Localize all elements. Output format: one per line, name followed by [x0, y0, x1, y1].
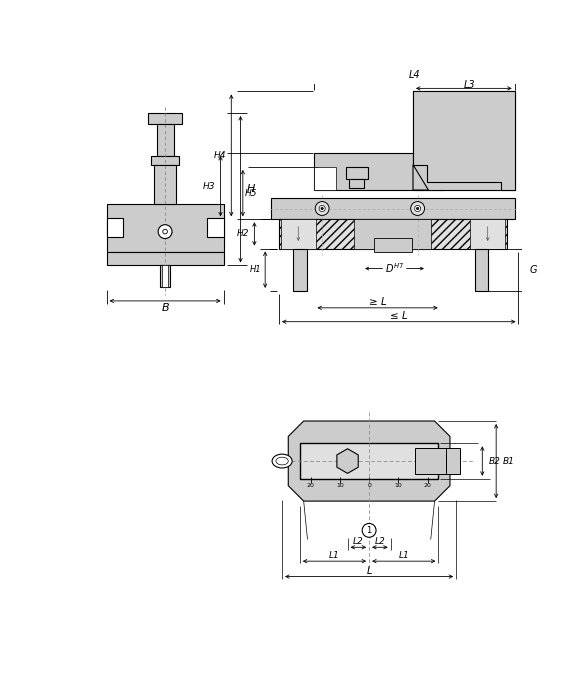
Polygon shape [413, 91, 514, 190]
Bar [314, 153, 444, 190]
Text: H5: H5 [244, 188, 257, 198]
Bar [107, 251, 223, 265]
Bar [157, 124, 173, 156]
Bar [300, 443, 438, 479]
Bar [154, 165, 176, 204]
Text: ≥ L: ≥ L [369, 297, 386, 307]
Polygon shape [413, 165, 428, 190]
Text: B2: B2 [488, 456, 501, 466]
Bar [107, 218, 123, 237]
Text: L2: L2 [375, 537, 385, 547]
Polygon shape [288, 421, 450, 501]
Bar [446, 448, 460, 474]
Polygon shape [337, 449, 359, 473]
Text: H3: H3 [203, 181, 215, 191]
Bar [314, 167, 336, 190]
Bar [279, 219, 507, 248]
Bar [470, 219, 505, 248]
Circle shape [411, 202, 424, 216]
Text: L4: L4 [409, 70, 420, 80]
Bar [271, 198, 514, 219]
Ellipse shape [276, 457, 288, 465]
Bar [346, 167, 368, 179]
Text: $D^{H7}$: $D^{H7}$ [385, 262, 404, 276]
Text: L1: L1 [329, 551, 340, 560]
Circle shape [321, 207, 323, 209]
Bar [354, 219, 431, 248]
Bar [207, 218, 223, 237]
Bar [148, 113, 182, 124]
Text: H4: H4 [214, 151, 226, 160]
Bar [474, 248, 488, 291]
Text: 1: 1 [367, 526, 372, 535]
Text: 0: 0 [367, 483, 371, 488]
Circle shape [362, 524, 376, 537]
Text: G: G [530, 265, 538, 275]
Text: L1: L1 [399, 551, 409, 560]
Bar [416, 448, 446, 474]
Ellipse shape [272, 454, 292, 468]
Bar [151, 156, 179, 165]
Text: L3: L3 [464, 80, 476, 90]
Circle shape [417, 207, 419, 209]
Bar [374, 238, 412, 251]
Text: ≤ L: ≤ L [390, 311, 407, 321]
Circle shape [158, 225, 172, 239]
Bar [293, 248, 307, 291]
Circle shape [315, 202, 329, 216]
Bar [159, 265, 171, 287]
Text: H2: H2 [236, 230, 249, 239]
Text: 10: 10 [395, 483, 402, 488]
Text: B1: B1 [502, 456, 514, 466]
Circle shape [414, 205, 421, 211]
Text: B: B [161, 303, 169, 313]
Circle shape [319, 205, 325, 211]
Text: L: L [367, 566, 372, 576]
Text: 10: 10 [336, 483, 344, 488]
Text: L2: L2 [353, 537, 364, 547]
Text: 20: 20 [424, 483, 432, 488]
Bar [349, 179, 364, 188]
Bar [413, 91, 514, 190]
Bar [281, 219, 316, 248]
Circle shape [163, 229, 168, 234]
Text: H: H [247, 184, 255, 194]
Text: 20: 20 [307, 483, 314, 488]
Bar [162, 265, 168, 287]
Text: H1: H1 [250, 265, 261, 274]
Bar [107, 204, 223, 251]
